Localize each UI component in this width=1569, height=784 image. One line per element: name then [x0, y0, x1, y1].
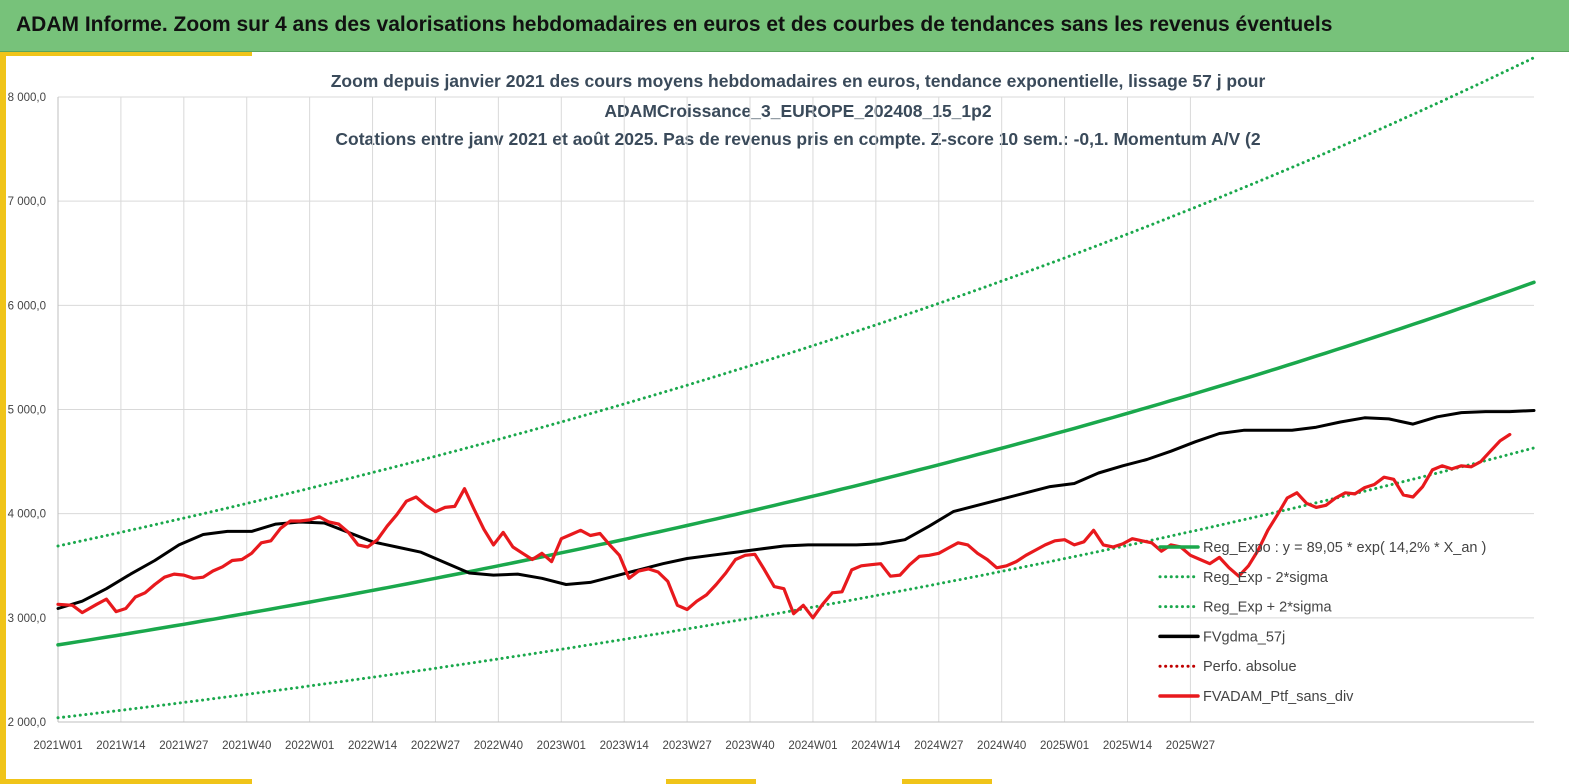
y-tick-label: 8 000,0 — [8, 92, 46, 104]
x-tick-label: 2022W40 — [474, 740, 523, 752]
legend-label: Perfo. absolue — [1203, 659, 1297, 675]
accent-bar-top — [6, 52, 252, 56]
chart-legend: Reg_Expo : y = 89,05 * exp( 14,2% * X_an… — [1158, 540, 1486, 705]
x-tick-label: 2022W14 — [348, 740, 398, 752]
x-tick-label: 2025W27 — [1166, 740, 1215, 752]
chart-title-line-1: Zoom depuis janvier 2021 des cours moyen… — [330, 71, 1266, 91]
y-tick-label: 2 000,0 — [8, 717, 46, 729]
x-tick-label: 2023W14 — [600, 740, 650, 752]
x-tick-label: 2023W27 — [662, 740, 711, 752]
chart-gridlines — [57, 96, 1534, 723]
legend-label: Reg_Exp - 2*sigma — [1203, 570, 1329, 586]
y-tick-label: 3 000,0 — [8, 613, 46, 625]
y-tick-label: 7 000,0 — [8, 196, 46, 208]
y-tick-label: 5 000,0 — [8, 405, 46, 417]
legend-label: Reg_Expo : y = 89,05 * exp( 14,2% * X_an… — [1203, 540, 1486, 556]
x-tick-label: 2025W01 — [1040, 740, 1089, 752]
accent-bar-bottom-mid — [666, 779, 756, 784]
x-tick-label: 2024W01 — [788, 740, 837, 752]
accent-bar-left — [0, 52, 6, 784]
legend-label: FVgdma_57j — [1203, 629, 1285, 645]
accent-bar-bottom-right — [902, 779, 992, 784]
series-line-reg-expo-y-89-05-exp-14-2-x-an — [56, 280, 1536, 647]
x-tick-label: 2024W40 — [977, 740, 1026, 752]
series-line-reg-exp-2-sigma — [56, 56, 1536, 548]
chart-title-line-3: Cotations entre janv 2021 et août 2025. … — [335, 129, 1261, 149]
x-tick-label: 2021W40 — [222, 740, 271, 752]
x-tick-label: 2023W40 — [725, 740, 774, 752]
x-tick-label: 2021W14 — [96, 740, 146, 752]
report-banner: ADAM Informe. Zoom sur 4 ans des valoris… — [0, 0, 1569, 52]
y-tick-label: 4 000,0 — [8, 509, 46, 521]
x-tick-label: 2021W01 — [33, 740, 82, 752]
accent-bar-bottom — [6, 779, 252, 784]
x-tick-label: 2022W01 — [285, 740, 334, 752]
x-tick-label: 2023W01 — [537, 740, 586, 752]
y-tick-label: 6 000,0 — [8, 300, 46, 312]
x-tick-label: 2021W27 — [159, 740, 208, 752]
chart-series — [56, 56, 1536, 720]
series-line-fvgdma-57j — [56, 409, 1536, 610]
legend-label: FVADAM_Ptf_sans_div — [1203, 689, 1354, 705]
x-axis-ticks: 2021W01 2021W14 2021W27 2021W40 2022W01 2022W… — [33, 740, 1215, 752]
x-tick-label: 2022W27 — [411, 740, 460, 752]
legend-label: Reg_Exp + 2*sigma — [1203, 600, 1332, 616]
series-line-fvadam-ptf-sans-div — [56, 432, 1512, 620]
x-tick-label: 2025W14 — [1103, 740, 1153, 752]
x-tick-label: 2024W14 — [851, 740, 901, 752]
y-axis-ticks: 2 000,0 3 000,0 4 000,0 5 000,0 6 000,0 7 000… — [8, 92, 46, 729]
chart-title-line-2: ADAMCroissance_3_EUROPE_202408_15_1p2 — [604, 101, 992, 121]
x-tick-label: 2024W27 — [914, 740, 963, 752]
report-title: ADAM Informe. Zoom sur 4 ans des valoris… — [16, 13, 1333, 36]
